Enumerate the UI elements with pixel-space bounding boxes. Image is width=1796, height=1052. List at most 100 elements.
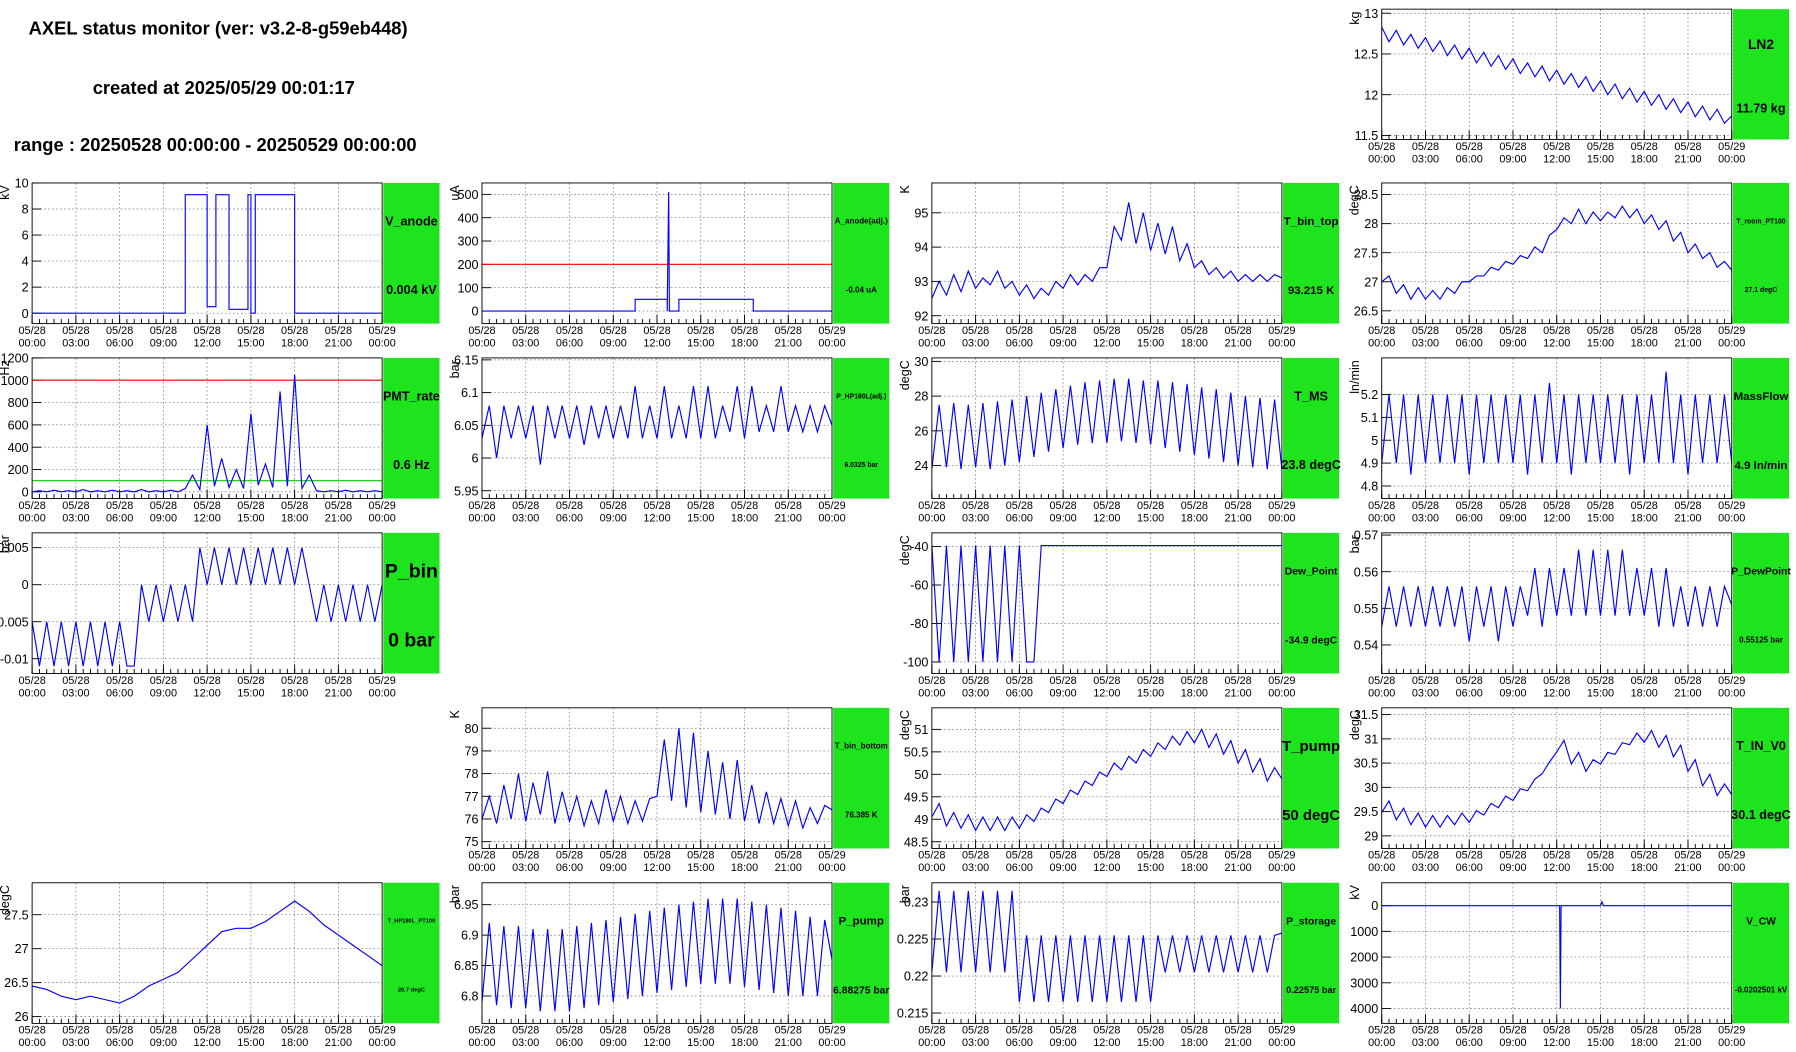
y-tick-label: 0.23 — [904, 896, 929, 910]
x-tick-label: 05/28 00:00 — [918, 850, 945, 874]
x-tick-label: 05/28 15:00 — [237, 325, 264, 349]
status-title: PMT_rate — [383, 389, 440, 403]
plot-content — [32, 547, 383, 667]
x-tick-label: 05/29 00:00 — [1718, 850, 1745, 874]
x-tick-label: 05/28 06:00 — [1456, 500, 1483, 524]
y-tick-label: 6.8 — [461, 990, 479, 1004]
y-tick-label: 0.22 — [904, 970, 929, 984]
y-tick-label: 12 — [1364, 88, 1378, 102]
y-tick-label: 5.2 — [1361, 388, 1379, 402]
y-tick-label: -40 — [910, 540, 928, 554]
x-tick-label: 05/28 00:00 — [1368, 1025, 1395, 1049]
plot-frame — [31, 182, 383, 325]
y-tick-label: 0.56 — [1354, 565, 1379, 579]
y-tick-label: 95 — [914, 206, 928, 220]
status-box — [1732, 882, 1790, 1024]
x-tick-label: 05/29 00:00 — [1268, 500, 1295, 524]
y-tick-label: 1000 — [1, 374, 29, 388]
x-tick-label: 05/28 09:00 — [150, 500, 177, 524]
y-tick-label: 1200 — [1, 352, 29, 366]
x-tick-label: 05/28 15:00 — [1587, 325, 1614, 349]
y-tick-label: 24 — [914, 459, 928, 473]
x-tick-label: 05/28 18:00 — [281, 1025, 308, 1049]
status-reading: 27.1 degC — [1745, 287, 1778, 294]
status-box — [1283, 707, 1340, 849]
status-box — [1732, 707, 1790, 849]
x-tick-label: 05/28 18:00 — [281, 500, 308, 524]
y-tick-label: 0 — [1371, 899, 1378, 913]
y-tick-label: 6.15 — [454, 353, 479, 367]
data-line — [481, 898, 833, 1012]
y-tick-label: 79 — [465, 745, 479, 759]
y-tick-label: 28 — [914, 390, 928, 404]
x-tick-label: 05/28 06:00 — [1456, 325, 1483, 349]
x-tick-label: 05/28 00:00 — [18, 325, 45, 349]
plot-content — [1381, 371, 1732, 475]
x-tick-label: 05/28 21:00 — [775, 500, 802, 524]
status-reading: 11.79 kg — [1736, 102, 1785, 116]
y-tick-label: 27.5 — [1354, 246, 1379, 260]
x-tick-label: 05/28 00:00 — [918, 325, 945, 349]
y-tick-label: 76 — [465, 813, 479, 827]
x-tick-label: 05/28 12:00 — [194, 500, 221, 524]
x-tick-label: 05/28 15:00 — [1137, 675, 1164, 699]
plot-content — [481, 898, 833, 1012]
status-title: P_bin — [385, 561, 438, 583]
monitor-panel: 11.5 12 12.5 13 05/28 00:00 05/28 03:00 05/28 06:… — [1348, 7, 1790, 165]
x-tick-label: 05/28 06:00 — [1006, 1025, 1033, 1049]
x-tick-label: 05/28 15:00 — [687, 1025, 714, 1049]
x-tick-label: 05/28 09:00 — [600, 500, 627, 524]
created-at: created at 2025/05/29 00:01:17 — [93, 77, 355, 98]
y-tick-label: 28 — [1364, 217, 1378, 231]
x-tick-label: 05/28 21:00 — [1674, 325, 1701, 349]
x-tick-label: 05/28 21:00 — [775, 325, 802, 349]
y-tick-label: 500 — [457, 188, 478, 202]
x-tick-label: 05/28 18:00 — [1631, 850, 1658, 874]
y-axis-label: degC — [898, 710, 912, 740]
y-tick-label: -60 — [910, 579, 928, 593]
y-tick-label: 50.5 — [904, 745, 929, 759]
x-tick-label: 05/28 09:00 — [1049, 325, 1076, 349]
y-tick-label: 3000 — [1350, 976, 1378, 990]
y-tick-label: 8 — [22, 203, 29, 217]
data-line — [32, 900, 383, 1004]
y-tick-label: 4 — [22, 255, 29, 269]
monitor-panel: 29 29.5 30 30.5 31 31.5 05/28 00:00 05/28 03:00 05… — [1348, 707, 1791, 874]
x-tick-label: 05/28 18:00 — [1181, 325, 1208, 349]
x-tick-label: 05/28 00:00 — [18, 675, 45, 699]
status-title: T_bin_top — [1284, 216, 1339, 228]
x-tick-label: 05/28 18:00 — [281, 325, 308, 349]
plot-content — [931, 544, 1282, 663]
y-tick-label: 0 — [22, 307, 29, 321]
x-tick-label: 05/29 00:00 — [1268, 850, 1295, 874]
x-tick-label: 05/28 03:00 — [512, 325, 539, 349]
y-tick-label: 93 — [914, 275, 928, 289]
status-title: T_bin_bottom — [835, 742, 888, 751]
y-tick-label: 80 — [465, 722, 479, 736]
x-tick-label: 05/28 21:00 — [775, 850, 802, 874]
y-tick-label: 92 — [914, 309, 928, 323]
x-tick-label: 05/28 06:00 — [1006, 500, 1033, 524]
y-tick-label: 6 — [472, 452, 479, 466]
y-axis-label: degC — [1348, 185, 1362, 215]
y-tick-label: 1000 — [1350, 925, 1378, 939]
x-tick-label: 05/28 12:00 — [643, 850, 670, 874]
y-tick-label: 30 — [914, 355, 928, 369]
status-box — [383, 882, 440, 1024]
x-tick-label: 05/28 15:00 — [237, 675, 264, 699]
x-tick-label: 05/29 00:00 — [1718, 500, 1745, 524]
monitor-panel: 0 200 400 600 800 1000 1200 05/28 00:00 05/28 03:0… — [0, 352, 440, 525]
x-tick-label: 05/28 06:00 — [106, 675, 133, 699]
x-tick-label: 05/28 15:00 — [1137, 850, 1164, 874]
monitor-panel: 0.54 0.55 0.56 0.57 05/28 00:00 05/28 03:00 05/2… — [1348, 529, 1792, 700]
x-tick-label: 05/28 18:00 — [1181, 1025, 1208, 1049]
y-axis-label: bar — [0, 535, 12, 553]
plot-content — [931, 202, 1282, 300]
x-tick-label: 05/28 15:00 — [687, 325, 714, 349]
monitor-panel: 0.215 0.22 0.225 0.23 05/28 00:00 05/28 03:00 05… — [897, 882, 1340, 1049]
status-box — [1283, 357, 1340, 499]
x-tick-label: 05/28 18:00 — [1631, 141, 1658, 165]
x-tick-label: 05/28 12:00 — [643, 1025, 670, 1049]
x-tick-label: 05/28 18:00 — [1181, 675, 1208, 699]
y-tick-label: 5.1 — [1361, 411, 1379, 425]
